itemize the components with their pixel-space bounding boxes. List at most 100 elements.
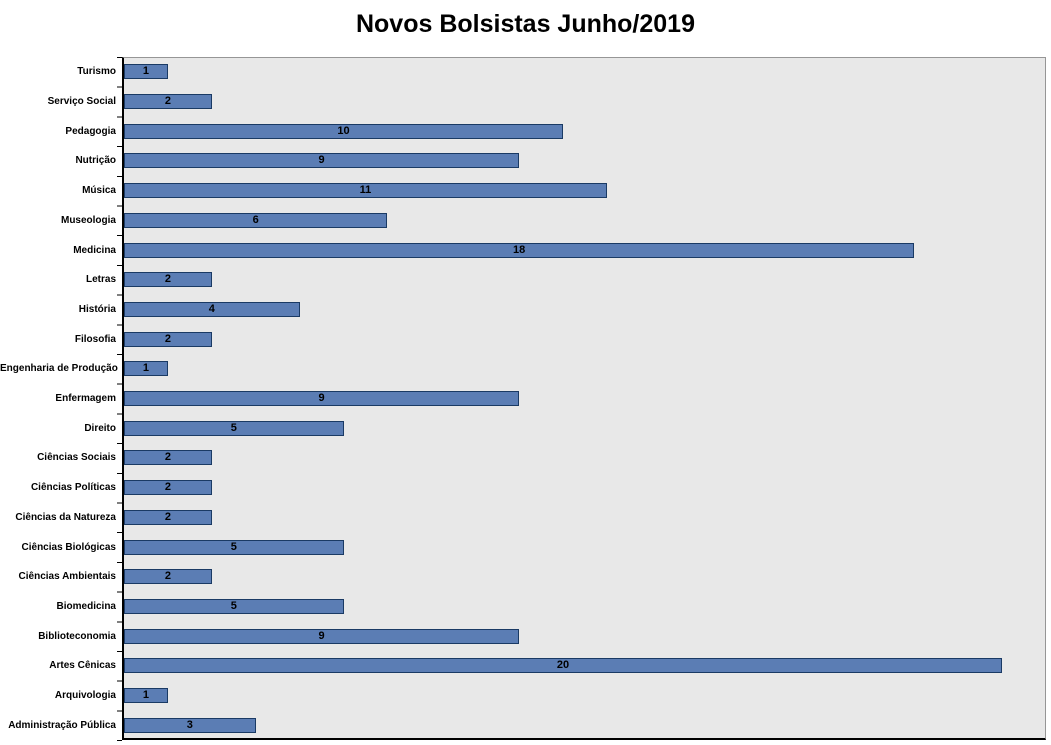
bar: 2: [124, 480, 212, 496]
chart-row: Nutrição 9: [0, 146, 1046, 176]
bar: 6: [124, 212, 388, 228]
chart-row: Engenharia de Produção 1: [0, 354, 1046, 384]
bar-track: 5: [122, 532, 1046, 562]
bar-track: 9: [122, 621, 1046, 651]
bar-track: 1: [122, 681, 1046, 711]
bar: 2: [124, 272, 212, 288]
chart-row: Turismo 1: [0, 57, 1046, 87]
bar: 1: [124, 688, 168, 704]
bar-value-label: 18: [513, 243, 526, 256]
category-label: Enfermagem: [55, 393, 116, 405]
category-label: Arquivologia: [54, 690, 116, 702]
category-label: Biblioteconomia: [38, 630, 116, 642]
bar-value-label: 1: [142, 65, 149, 78]
bar-value-label: 5: [230, 421, 237, 434]
bar: 5: [124, 539, 344, 555]
bar: 18: [124, 242, 915, 258]
bar: 9: [124, 391, 520, 407]
bar-value-label: 9: [318, 629, 325, 642]
bar: 2: [124, 94, 212, 110]
bar-track: 2: [122, 324, 1046, 354]
bar-value-label: 2: [164, 332, 171, 345]
category-label: Filosofia: [74, 333, 116, 345]
bar-track: 11: [122, 176, 1046, 206]
chart-row: Enfermagem 9: [0, 384, 1046, 414]
bar: 1: [124, 64, 168, 80]
bar: 9: [124, 153, 520, 169]
bar: 11: [124, 183, 607, 199]
category-label: Direito: [84, 422, 116, 434]
category-label: Ciências da Natureza: [15, 511, 116, 523]
bar-value-label: 11: [359, 184, 372, 197]
category-label: Turismo: [77, 66, 116, 78]
y-axis-ticks: [117, 57, 122, 741]
chart-row: Arquivologia 1: [0, 681, 1046, 711]
bar-value-label: 10: [337, 124, 350, 137]
bar-track: 5: [122, 592, 1046, 622]
bar-track: 6: [122, 206, 1046, 236]
category-label: Ciências Ambientais: [18, 571, 116, 583]
bar: 3: [124, 717, 256, 733]
bar-track: 9: [122, 384, 1046, 414]
category-label: História: [78, 303, 116, 315]
category-label: Museologia: [60, 214, 116, 226]
bar-track: 10: [122, 116, 1046, 146]
category-label: Pedagogia: [65, 125, 116, 137]
bar-value-label: 2: [164, 273, 171, 286]
category-label: Artes Cênicas: [49, 660, 116, 672]
bar-value-label: 2: [164, 510, 171, 523]
chart-row: Artes Cênicas 20: [0, 651, 1046, 681]
bar: 2: [124, 331, 212, 347]
bar-track: 2: [122, 265, 1046, 295]
bar-value-label: 2: [164, 95, 171, 108]
bar-track: 18: [122, 235, 1046, 265]
chart-row: Biblioteconomia 9: [0, 621, 1046, 651]
bar-value-label: 5: [230, 540, 237, 553]
chart-rows: Turismo 1 Serviço Social 2 Pedagogia 10 Nutriç…: [0, 57, 1046, 740]
bar-track: 4: [122, 295, 1046, 325]
bar-value-label: 6: [252, 213, 259, 226]
chart-row: Administração Pública 3: [0, 710, 1046, 740]
category-label: Serviço Social: [47, 96, 116, 108]
bar-value-label: 2: [164, 570, 171, 583]
chart-row: Filosofia 2: [0, 324, 1046, 354]
bar-track: 5: [122, 413, 1046, 443]
bar-track: 1: [122, 354, 1046, 384]
chart-row: Letras 2: [0, 265, 1046, 295]
bar-value-label: 2: [164, 481, 171, 494]
category-label: Música: [82, 185, 116, 197]
bar: 10: [124, 123, 564, 139]
chart-row: Pedagogia 10: [0, 116, 1046, 146]
bar-track: 2: [122, 503, 1046, 533]
bar-track: 2: [122, 443, 1046, 473]
bar: 2: [124, 450, 212, 466]
category-label: Administração Pública: [8, 719, 116, 731]
bar-value-label: 4: [208, 302, 215, 315]
chart-title: Novos Bolsistas Junho/2019: [355, 10, 695, 38]
chart-row: Ciências Sociais 2: [0, 443, 1046, 473]
bar: 2: [124, 569, 212, 585]
bar-value-label: 2: [164, 451, 171, 464]
category-label: Biomedicina: [56, 601, 116, 612]
bar: 9: [124, 628, 520, 644]
bar-value-label: 9: [318, 392, 325, 405]
chart-row: Ciências da Natureza 2: [0, 503, 1046, 533]
category-label: Ciências Biológicas: [21, 541, 116, 553]
bar: 5: [124, 599, 344, 614]
chart-row: Direito 5: [0, 413, 1046, 443]
bar: 1: [124, 361, 168, 377]
chart-row: Serviço Social 2: [0, 87, 1046, 117]
bar-value-label: 5: [230, 600, 237, 612]
chart-row: Medicina 18: [0, 235, 1046, 265]
bar-value-label: 1: [142, 362, 149, 375]
bar-value-label: 3: [186, 718, 193, 731]
category-label: Ciências Políticas: [30, 482, 116, 494]
bar-track: 1: [122, 57, 1046, 87]
chart-row: Ciências Biológicas 5: [0, 532, 1046, 562]
chart-row: Ciências Ambientais 2: [0, 562, 1046, 592]
bar-track: 3: [122, 710, 1046, 740]
bar-value-label: 1: [142, 689, 149, 702]
chart-row: História 4: [0, 295, 1046, 325]
chart-row: Música 11: [0, 176, 1046, 206]
chart-row: Ciências Políticas 2: [0, 473, 1046, 503]
